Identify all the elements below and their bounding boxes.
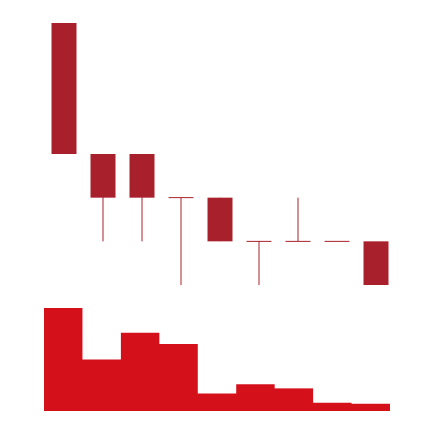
candle-body (90, 154, 116, 198)
area-panel (44, 308, 390, 411)
candle-body (129, 154, 155, 198)
candle-body (51, 23, 77, 154)
candle-body (207, 197, 233, 242)
candlestick-panel (51, 23, 389, 285)
area-series (44, 308, 390, 411)
candle-body (363, 241, 389, 285)
